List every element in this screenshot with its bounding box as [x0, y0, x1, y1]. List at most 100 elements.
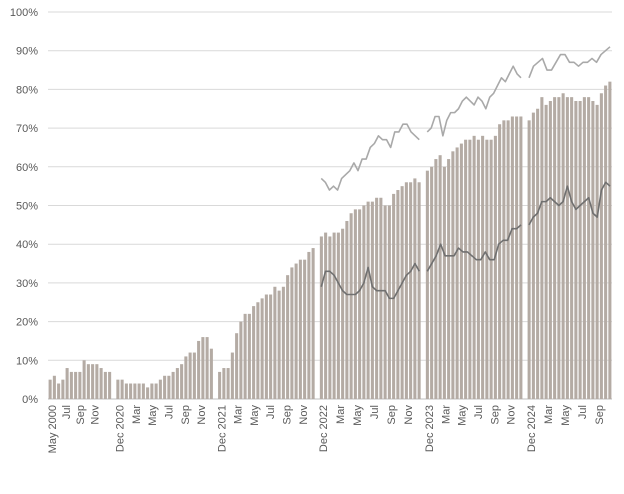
bar	[515, 116, 519, 400]
bar	[459, 143, 463, 399]
bar	[493, 135, 497, 399]
bar	[120, 379, 124, 399]
bar	[548, 101, 552, 399]
bar	[375, 197, 379, 399]
x-tick-label: Jul	[577, 405, 589, 419]
bar	[209, 348, 213, 399]
x-tick-label: Mar	[131, 405, 143, 424]
bar	[341, 228, 345, 399]
bar	[324, 232, 328, 399]
bar	[447, 159, 451, 399]
x-tick-label: Dec 2020	[115, 405, 127, 452]
x-tick-label: May	[249, 405, 261, 426]
upper-series-line	[426, 65, 522, 137]
bar	[116, 379, 120, 399]
bar	[476, 139, 480, 399]
x-tick-label: Nov	[403, 405, 415, 425]
x-tick-label: Mar	[335, 405, 347, 424]
bar	[69, 371, 73, 399]
x-tick-label: May	[560, 405, 572, 426]
y-tick-label: 100%	[10, 7, 38, 19]
bar	[197, 340, 201, 399]
bar	[536, 108, 540, 399]
bar	[362, 205, 366, 399]
bar	[99, 368, 103, 399]
bar	[52, 375, 56, 399]
bar	[591, 101, 595, 399]
y-tick-label: 0%	[22, 394, 38, 406]
upper-series-line	[320, 123, 420, 191]
bar	[175, 368, 179, 399]
x-tick-label: Sep	[282, 405, 294, 425]
bar	[230, 352, 234, 399]
bar	[519, 116, 523, 400]
x-tick-label: Nov	[506, 405, 518, 425]
bar	[353, 209, 357, 399]
bar	[273, 286, 277, 399]
y-tick-label: 50%	[16, 201, 38, 213]
bar	[502, 120, 506, 400]
bar	[247, 313, 251, 399]
bar	[239, 321, 243, 399]
bar	[417, 182, 421, 399]
bar	[141, 383, 145, 399]
bar	[78, 371, 82, 399]
bar	[277, 290, 281, 399]
bar	[235, 333, 239, 399]
bar	[184, 356, 188, 399]
bar	[565, 97, 569, 399]
bar	[154, 383, 158, 399]
bar	[188, 352, 192, 399]
bar	[527, 120, 531, 400]
x-tick-label: Dec 2024	[526, 405, 538, 452]
bar	[158, 379, 162, 399]
y-tick-label: 30%	[16, 278, 38, 290]
bar	[222, 368, 226, 399]
x-tick-label: May	[147, 405, 159, 426]
bar	[311, 248, 315, 399]
bar	[163, 375, 167, 399]
bar	[290, 267, 294, 399]
bar	[171, 371, 175, 399]
y-tick-label: 80%	[16, 84, 38, 96]
y-tick-label: 20%	[16, 317, 38, 329]
bar	[133, 383, 137, 399]
lower-series-line	[320, 262, 420, 300]
bar	[48, 379, 52, 399]
bar	[451, 151, 455, 399]
bar	[438, 155, 442, 399]
bar	[281, 286, 285, 399]
x-tick-label: Sep	[594, 405, 606, 425]
bar	[434, 159, 438, 399]
x-tick-label: May	[352, 405, 364, 426]
lower-series-line	[426, 224, 522, 272]
bar	[553, 97, 557, 399]
bar	[413, 178, 417, 399]
bar	[226, 368, 230, 399]
bar	[608, 81, 612, 399]
bar	[561, 93, 565, 400]
bar	[65, 368, 69, 399]
x-tick-label: May 2000	[47, 405, 59, 453]
bar	[319, 236, 323, 399]
bar	[108, 371, 112, 399]
bar	[578, 101, 582, 399]
x-tick-label: Mar	[233, 405, 245, 424]
gridlines	[48, 11, 612, 361]
x-tick-label: Mar	[440, 405, 452, 424]
bar	[61, 379, 65, 399]
x-tick-label: Nov	[298, 405, 310, 425]
bar	[587, 97, 591, 399]
bar	[260, 298, 264, 399]
y-tick-label: 70%	[16, 123, 38, 135]
x-tick-label: Jul	[61, 405, 73, 419]
bar	[464, 139, 468, 399]
x-tick-label: Dec 2023	[424, 405, 436, 452]
bar	[124, 383, 128, 399]
bar	[201, 337, 205, 399]
bar	[205, 337, 209, 399]
bar	[74, 371, 78, 399]
bar	[400, 186, 404, 399]
x-tick-label: Jul	[265, 405, 277, 419]
bar	[349, 213, 353, 399]
